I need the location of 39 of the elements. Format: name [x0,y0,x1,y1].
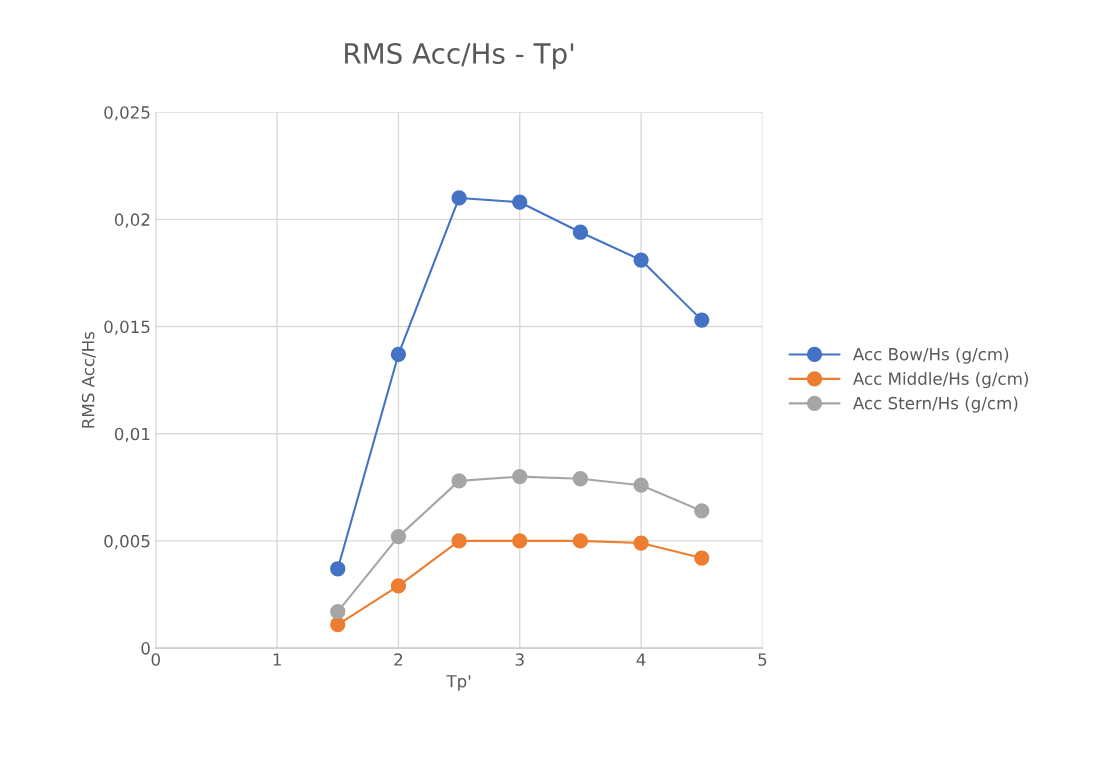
y-tick-label: 0,025 [104,106,150,121]
y-tick-label: 0,02 [114,213,150,228]
x-tick-label: 0 [151,653,160,666]
point [694,550,710,566]
point [512,468,528,485]
point [390,528,407,545]
point [572,471,589,487]
point [390,578,407,594]
x-tick-label: 4 [636,653,646,666]
point [572,224,589,240]
point [512,533,528,549]
point [451,190,467,206]
point [694,312,710,328]
y-tick-label: 0,005 [104,534,150,550]
point [633,252,649,268]
x-tick-label: 1 [273,653,281,666]
point [451,473,467,489]
legend-label: Acc Bow/Hs (g/cm) [853,347,1009,364]
y-tick-label: 0,01 [114,427,150,442]
chart-title: RMS Acc/Hs - Tp' [345,42,574,70]
point [633,535,649,551]
legend-label: Acc Middle/Hs (g/cm) [853,372,1028,389]
point [572,533,589,549]
point [390,346,407,363]
y-axis-title: RMS Acc/Hs [81,331,96,428]
y-tick-label: 0 [141,642,150,655]
x-axis-title: Tp' [446,675,471,691]
x-tick-label: 3 [515,653,524,666]
x-tick-label: 5 [758,653,767,666]
point [694,503,710,519]
y-tick-label: 0,015 [104,320,150,335]
point [330,561,346,577]
point [330,604,346,620]
point [330,616,346,633]
point [633,477,649,493]
point [512,194,528,210]
x-tick-label: 2 [394,653,403,666]
legend-label: Acc Stern/Hs (g/cm) [853,396,1018,413]
point [451,533,467,549]
